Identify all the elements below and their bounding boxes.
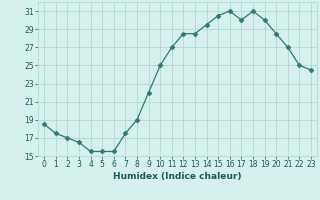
X-axis label: Humidex (Indice chaleur): Humidex (Indice chaleur) <box>113 172 242 181</box>
